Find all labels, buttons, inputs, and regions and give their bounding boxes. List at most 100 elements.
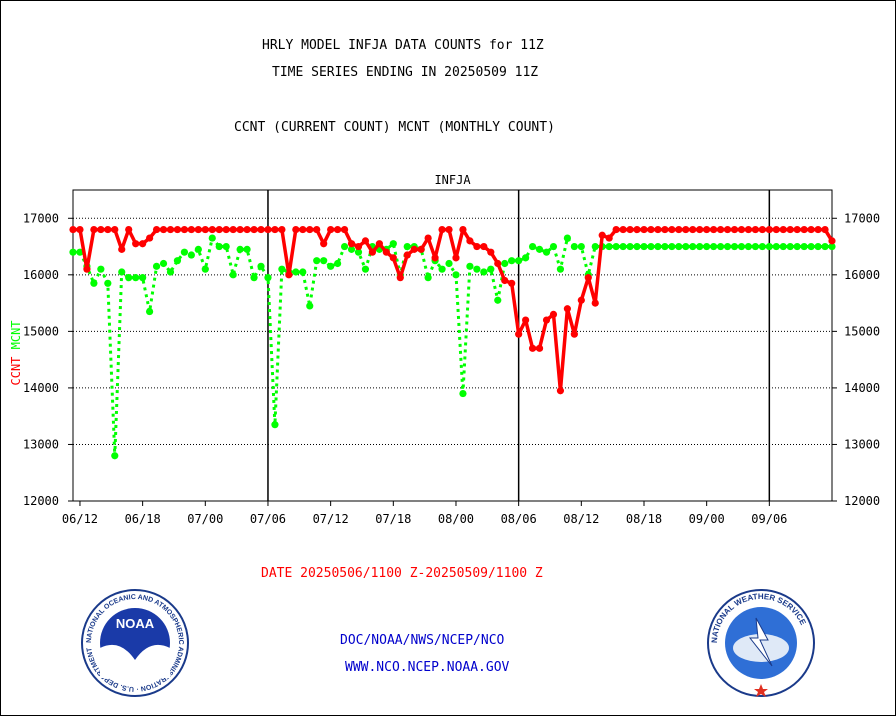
data-point-ccnt	[180, 225, 189, 234]
data-point-mcnt	[306, 302, 314, 310]
data-point-ccnt	[501, 276, 509, 285]
y-tick-label-right: 14000	[844, 381, 880, 395]
data-point-mcnt	[612, 242, 620, 251]
y-axis-label-mcnt: MCNT	[9, 320, 23, 349]
data-point-ccnt	[737, 225, 746, 234]
data-point-mcnt	[633, 242, 641, 251]
data-point-mcnt	[201, 265, 209, 273]
data-point-ccnt	[494, 259, 502, 268]
data-point-ccnt	[125, 225, 133, 234]
data-point-mcnt	[772, 242, 780, 251]
data-point-mcnt	[647, 242, 655, 251]
data-point-mcnt	[145, 307, 154, 316]
data-point-ccnt	[528, 344, 537, 352]
data-point-mcnt	[264, 274, 272, 282]
data-point-ccnt	[90, 225, 98, 234]
data-point-ccnt	[361, 237, 370, 245]
data-point-mcnt	[737, 242, 746, 251]
data-point-ccnt	[173, 225, 182, 234]
data-point-ccnt	[299, 225, 307, 234]
noaa-logo: NATIONAL OCEANIC AND ATMOSPHERIC ADMINIS…	[80, 588, 189, 697]
data-point-ccnt	[340, 225, 349, 234]
data-point-mcnt	[466, 262, 474, 270]
data-point-ccnt	[166, 225, 175, 234]
data-point-mcnt	[313, 257, 321, 265]
data-point-ccnt	[772, 225, 780, 234]
data-point-ccnt	[403, 251, 411, 259]
series-line-mcnt	[73, 236, 832, 458]
data-point-ccnt	[786, 225, 794, 234]
data-point-ccnt	[438, 225, 446, 234]
data-point-ccnt	[445, 225, 453, 234]
data-point-mcnt	[793, 242, 801, 251]
data-point-ccnt	[285, 271, 293, 279]
data-point-ccnt	[424, 234, 432, 242]
data-point-ccnt	[682, 225, 690, 234]
y-tick-label-right: 12000	[844, 494, 880, 508]
data-point-mcnt	[229, 271, 237, 279]
data-point-ccnt	[612, 225, 620, 234]
x-tick-label: 08/00	[438, 512, 474, 526]
data-point-mcnt	[828, 242, 836, 251]
data-point-ccnt	[556, 387, 565, 395]
y-axis-label: CCNT MCNT	[9, 320, 23, 385]
data-point-ccnt	[821, 225, 829, 234]
data-point-ccnt	[271, 225, 279, 234]
data-point-ccnt	[626, 225, 634, 234]
data-point-ccnt	[570, 330, 578, 338]
data-point-ccnt	[118, 245, 126, 253]
data-point-ccnt	[327, 225, 335, 234]
y-tick-label-left: 15000	[23, 324, 59, 338]
data-point-ccnt	[132, 240, 140, 248]
data-point-mcnt	[744, 242, 753, 251]
y-tick-label-right: 15000	[844, 324, 880, 338]
data-point-ccnt	[313, 225, 321, 234]
data-point-mcnt	[194, 245, 202, 253]
data-point-mcnt	[570, 242, 578, 251]
data-point-mcnt	[90, 279, 98, 287]
data-point-mcnt	[403, 242, 411, 251]
data-point-ccnt	[661, 225, 669, 234]
data-point-ccnt	[675, 225, 683, 234]
data-point-ccnt	[83, 265, 91, 273]
data-point-mcnt	[320, 257, 328, 265]
data-point-mcnt	[159, 259, 168, 268]
data-point-mcnt	[389, 240, 397, 248]
data-point-ccnt	[264, 225, 272, 234]
data-point-ccnt	[619, 225, 627, 234]
data-point-ccnt	[69, 225, 77, 234]
data-point-ccnt	[104, 225, 112, 234]
data-point-mcnt	[271, 421, 279, 429]
data-point-ccnt	[640, 225, 648, 234]
panel-title: INFJA	[434, 173, 471, 187]
data-point-ccnt	[194, 225, 202, 234]
data-point-ccnt	[723, 225, 732, 234]
data-point-ccnt	[243, 225, 251, 234]
y-tick-label-left: 13000	[23, 437, 59, 451]
data-point-ccnt	[473, 242, 481, 251]
data-point-ccnt	[633, 225, 641, 234]
plot-area	[72, 189, 833, 502]
data-point-mcnt	[222, 242, 230, 251]
data-point-mcnt	[243, 245, 251, 253]
data-point-ccnt	[139, 240, 147, 248]
y-tick-label-right: 16000	[844, 268, 880, 282]
x-tick-label: 07/12	[313, 512, 349, 526]
footer-url: WWW.NCO.NCEP.NOAA.GOV	[345, 660, 510, 675]
data-point-ccnt	[793, 225, 801, 234]
data-point-mcnt	[340, 242, 349, 251]
data-point-mcnt	[661, 242, 669, 251]
data-point-ccnt	[236, 225, 244, 234]
data-point-mcnt	[779, 242, 787, 251]
data-point-ccnt	[389, 254, 397, 262]
x-tick-label: 06/18	[125, 512, 161, 526]
data-point-mcnt	[473, 265, 481, 273]
data-point-ccnt	[159, 225, 168, 234]
data-point-mcnt	[180, 248, 189, 256]
data-point-ccnt	[452, 254, 460, 262]
data-point-mcnt	[139, 274, 147, 282]
data-point-ccnt	[522, 316, 530, 324]
data-point-ccnt	[515, 330, 523, 338]
data-point-mcnt	[208, 234, 216, 242]
data-point-mcnt	[535, 245, 544, 253]
